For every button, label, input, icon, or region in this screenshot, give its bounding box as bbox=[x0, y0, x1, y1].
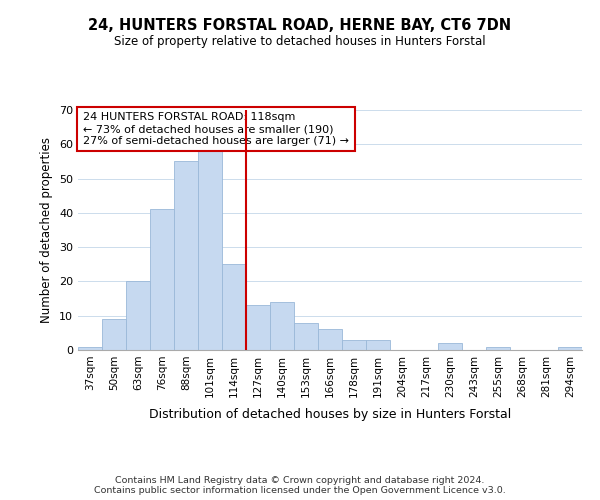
Text: 24, HUNTERS FORSTAL ROAD, HERNE BAY, CT6 7DN: 24, HUNTERS FORSTAL ROAD, HERNE BAY, CT6… bbox=[88, 18, 512, 32]
Text: Size of property relative to detached houses in Hunters Forstal: Size of property relative to detached ho… bbox=[114, 35, 486, 48]
Bar bbox=[438, 343, 462, 350]
Bar bbox=[78, 346, 102, 350]
X-axis label: Distribution of detached houses by size in Hunters Forstal: Distribution of detached houses by size … bbox=[149, 408, 511, 421]
Bar bbox=[486, 346, 510, 350]
Bar bbox=[174, 162, 198, 350]
Bar bbox=[342, 340, 366, 350]
Bar bbox=[198, 151, 222, 350]
Bar bbox=[318, 330, 342, 350]
Bar bbox=[222, 264, 246, 350]
Bar bbox=[102, 319, 126, 350]
Bar bbox=[366, 340, 390, 350]
Text: 24 HUNTERS FORSTAL ROAD: 118sqm
← 73% of detached houses are smaller (190)
27% o: 24 HUNTERS FORSTAL ROAD: 118sqm ← 73% of… bbox=[83, 112, 349, 146]
Text: Contains HM Land Registry data © Crown copyright and database right 2024.
Contai: Contains HM Land Registry data © Crown c… bbox=[94, 476, 506, 495]
Bar bbox=[558, 346, 582, 350]
Y-axis label: Number of detached properties: Number of detached properties bbox=[40, 137, 53, 323]
Bar bbox=[294, 322, 318, 350]
Bar bbox=[246, 306, 270, 350]
Bar bbox=[150, 210, 174, 350]
Bar bbox=[126, 282, 150, 350]
Bar bbox=[270, 302, 294, 350]
